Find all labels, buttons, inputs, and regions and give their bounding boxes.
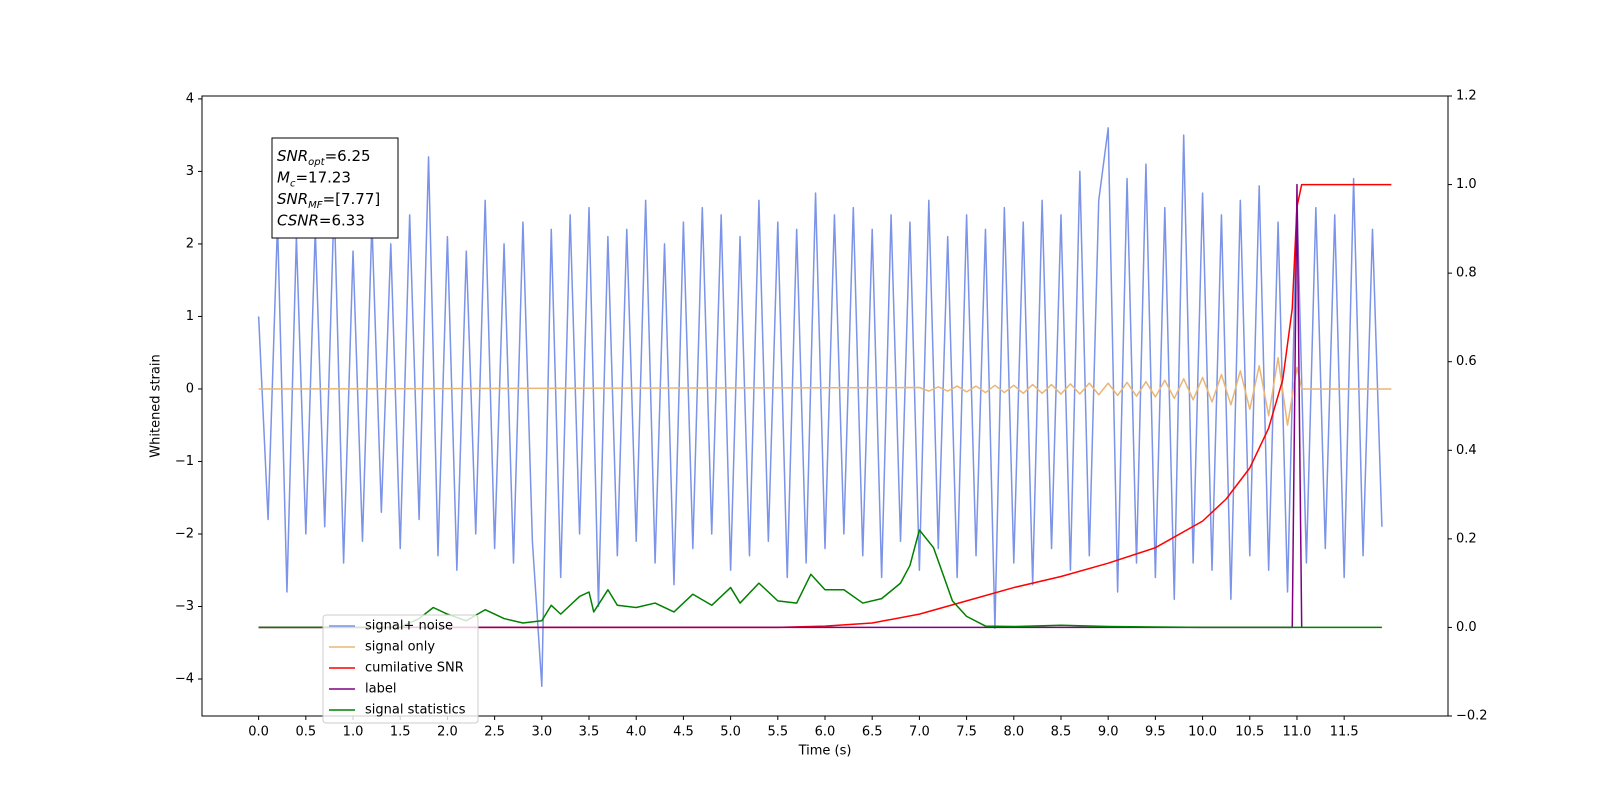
annotation-subscript: opt	[308, 157, 325, 168]
series-line	[257, 127, 1383, 688]
x-tick-label: 3.0	[531, 725, 552, 740]
x-tick-label: 4.0	[626, 725, 647, 740]
legend-label: signal statistics	[365, 703, 466, 718]
x-tick-label: 1.5	[390, 725, 411, 740]
x-tick-label: 2.0	[437, 725, 458, 740]
annotation-box	[271, 137, 399, 239]
series-line	[258, 357, 1392, 426]
y2-tick-label: 0.8	[1456, 266, 1477, 281]
y2-tick-label: 0.4	[1456, 443, 1477, 458]
legend-label: signal only	[365, 640, 435, 655]
annotation-line: CSNR=6.33	[277, 211, 365, 229]
y-tick-label: 1	[186, 309, 194, 324]
y2-tick-label: 1.2	[1456, 89, 1477, 104]
x-tick-label: 10.5	[1235, 725, 1264, 740]
y-tick-label: −3	[175, 599, 194, 614]
annotation-value: =6.33	[319, 211, 365, 229]
y-axis-label: Whitened strain	[149, 354, 164, 457]
x-tick-label: 3.5	[579, 725, 600, 740]
x-tick-label: 9.5	[1145, 725, 1166, 740]
y-tick-label: −1	[175, 454, 194, 469]
annotation-variable: M	[277, 168, 290, 186]
y-tick-label: 2	[186, 236, 194, 251]
x-tick-label: 9.0	[1098, 725, 1119, 740]
plot-area	[257, 127, 1392, 688]
y-tick-label: 0	[186, 381, 194, 396]
x-tick-label: 8.0	[1003, 725, 1024, 740]
y2-tick-label: −0.2	[1456, 709, 1488, 724]
x-axis-label: Time (s)	[798, 744, 852, 759]
annotation-variable: SNR	[277, 147, 308, 165]
legend-label: signal+ noise	[365, 619, 453, 634]
annotation-value: =17.23	[295, 168, 351, 186]
legend-box	[322, 614, 479, 724]
x-tick-label: 10.0	[1188, 725, 1217, 740]
x-tick-label: 11.0	[1282, 725, 1311, 740]
series-line	[258, 529, 1382, 629]
y2-tick-label: 0.6	[1456, 354, 1477, 369]
y-tick-label: −2	[175, 526, 194, 541]
x-tick-label: 2.5	[484, 725, 505, 740]
x-tick-label: 6.0	[815, 725, 836, 740]
x-tick-label: 7.5	[956, 725, 977, 740]
x-tick-label: 5.0	[720, 725, 741, 740]
x-tick-label: 7.0	[909, 725, 930, 740]
x-tick-label: 1.0	[343, 725, 364, 740]
annotation-variable: CSNR	[277, 211, 319, 229]
y2-tick-label: 0.0	[1456, 620, 1477, 635]
series-line	[258, 183, 1392, 629]
annotation-value: =[7.77]	[323, 190, 381, 208]
annotation-value: =6.25	[325, 147, 371, 165]
y-tick-label: 4	[186, 91, 194, 106]
x-tick-label: 8.5	[1051, 725, 1072, 740]
annotation-line: SNRopt=6.25	[277, 147, 371, 168]
y2-tick-label: 1.0	[1456, 177, 1477, 192]
annotation-subscript: MF	[308, 200, 323, 211]
annotation-subscript: c	[290, 178, 296, 189]
legend-label: cumilative SNR	[365, 661, 464, 676]
y-tick-label: 3	[186, 164, 194, 179]
series-line	[258, 183, 1303, 629]
x-tick-label: 0.0	[248, 725, 269, 740]
x-tick-label: 0.5	[295, 725, 316, 740]
annotation-variable: SNR	[277, 190, 308, 208]
legend-label: label	[365, 682, 396, 697]
annotation-line: SNRMF=[7.77]	[277, 190, 380, 211]
y-tick-label: −4	[175, 672, 194, 687]
annotation-line: Mc=17.23	[277, 168, 351, 189]
x-tick-label: 11.5	[1330, 725, 1359, 740]
y2-tick-label: 0.2	[1456, 531, 1477, 546]
x-tick-label: 5.5	[767, 725, 788, 740]
x-tick-label: 4.5	[673, 725, 694, 740]
x-tick-label: 6.5	[862, 725, 883, 740]
